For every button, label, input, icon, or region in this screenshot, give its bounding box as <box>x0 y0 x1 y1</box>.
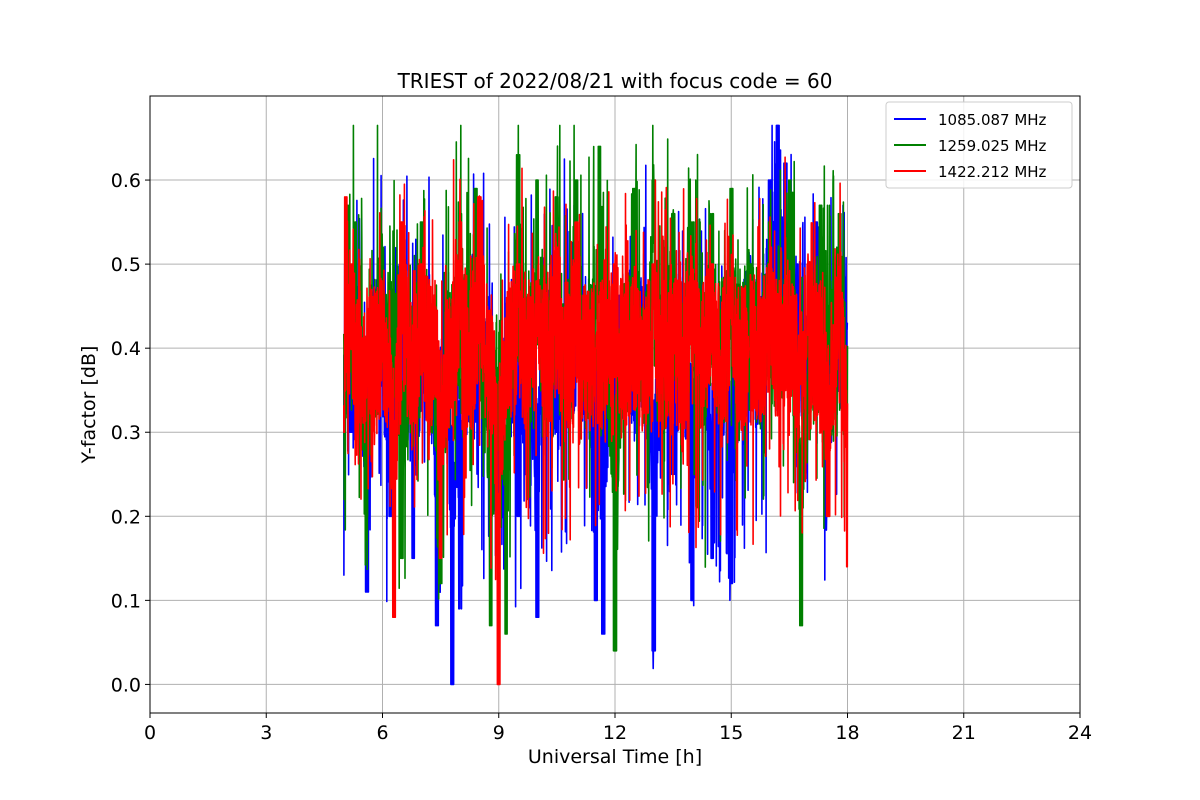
y-tick-label: 0.0 <box>111 674 141 696</box>
x-tick-label: 18 <box>835 722 859 744</box>
x-tick-label: 24 <box>1068 722 1092 744</box>
legend-box <box>885 101 1073 189</box>
y-axis-label: Y-factor [dB] <box>78 346 100 465</box>
x-tick-label: 12 <box>603 722 627 744</box>
x-tick-label: 0 <box>144 722 156 744</box>
y-tick-label: 0.2 <box>111 506 141 528</box>
x-tick-label: 21 <box>952 722 976 744</box>
series-lines <box>342 124 849 686</box>
x-tick-label: 3 <box>260 722 272 744</box>
y-tick-label: 0.5 <box>111 254 141 276</box>
legend-label: 1259.025 MHz <box>938 137 1047 155</box>
series-line-3 <box>342 156 849 686</box>
legend-label: 1422.212 MHz <box>938 163 1047 181</box>
x-tick-label: 9 <box>493 722 505 744</box>
y-tick-label: 0.1 <box>111 590 141 612</box>
legend: 1085.087 MHz 1259.025 MHz 1422.212 MHz <box>885 101 1073 189</box>
y-tick-label: 0.4 <box>111 338 141 360</box>
y-tick-label: 0.6 <box>111 170 141 192</box>
y-tick-label: 0.3 <box>111 422 141 444</box>
legend-label: 1085.087 MHz <box>938 111 1047 129</box>
x-tick-label: 15 <box>719 722 743 744</box>
x-axis-label: Universal Time [h] <box>528 746 702 768</box>
x-tick-label: 6 <box>376 722 388 744</box>
axis-ticks: 0 3 6 9 12 15 18 21 24 0.0 0.1 0.2 0.3 0.4 0.5 0.6 <box>111 170 1092 744</box>
chart-title: TRIEST of 2022/08/21 with focus code = 6… <box>397 69 833 93</box>
